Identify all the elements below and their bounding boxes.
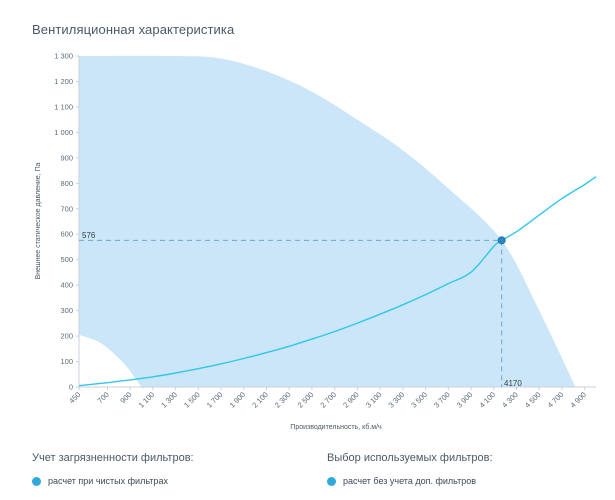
x-tick-label: 4 100	[478, 390, 498, 410]
x-tick-label: 3 100	[364, 390, 384, 410]
y-tick-label: 400	[60, 281, 73, 290]
x-tick-label: 1 500	[182, 390, 202, 410]
y-axis-title: Внешнее статическое давление, Па	[35, 162, 42, 279]
x-tick-label: 3 300	[387, 390, 407, 410]
y-tick-label: 1 300	[54, 52, 73, 61]
x-tick-label: 4 300	[500, 390, 520, 410]
y-tick-label: 500	[60, 255, 73, 264]
filters-selection-option[interactable]: расчет без учета доп. фильтров	[327, 476, 476, 486]
y-tick-label: 1 200	[54, 77, 73, 86]
filters-state-option[interactable]: расчет при чистых фильтрах	[32, 476, 168, 486]
x-axis-title: Производительность, кб.м/ч	[290, 423, 382, 431]
x-value-annotation: 4170	[504, 379, 522, 388]
x-tick-label: 2 700	[318, 390, 338, 410]
x-tick-label: 1 100	[137, 390, 157, 410]
x-tick-label: 3 700	[432, 390, 452, 410]
operating-area	[79, 55, 576, 389]
x-tick-label: 3 900	[455, 390, 475, 410]
network-curve	[78, 176, 597, 387]
x-tick-label: 450	[67, 390, 82, 405]
y-tick-label: 600	[60, 230, 73, 239]
filters-state-heading: Учет загрязненности фильтров:	[32, 452, 194, 464]
filters-state-dot-icon	[32, 476, 41, 486]
chart-title: Вентиляционная характеристика	[32, 22, 235, 37]
guide-lines	[79, 239, 503, 387]
x-tick-label: 900	[118, 390, 133, 405]
x-tick-label: 2 100	[250, 390, 270, 410]
x-tick-label: 2 900	[341, 390, 361, 410]
x-tick-label: 700	[96, 390, 111, 405]
x-tick-label: 4 700	[546, 390, 566, 410]
x-tick-label: 4 500	[523, 390, 543, 410]
filters-state-label: расчет при чистых фильтрах	[48, 476, 168, 486]
filters-selection-dot-icon	[327, 476, 336, 486]
filters-selection-label: расчет без учета доп. фильтров	[343, 476, 477, 486]
x-tick-label: 3 500	[409, 390, 429, 410]
point-layer	[497, 236, 506, 245]
y-tick-label: 1 100	[54, 102, 73, 111]
x-tick-label: 2 500	[296, 390, 316, 410]
x-tick-label: 1 300	[159, 390, 179, 410]
y-tick-label: 700	[60, 204, 73, 213]
operating-point-marker	[497, 236, 506, 245]
x-tick-label: 1 900	[228, 390, 248, 410]
x-tick-label: 2 300	[273, 390, 293, 410]
y-tick-label: 200	[60, 332, 73, 341]
x-tick-label: 1 700	[205, 390, 225, 410]
y-value-annotation: 576	[82, 231, 96, 240]
y-tick-label: 300	[60, 306, 73, 315]
y-tick-label: 1 000	[54, 128, 73, 137]
y-tick-label: 0	[69, 383, 73, 392]
y-tick-label: 800	[60, 179, 73, 188]
operating-area-layer	[79, 55, 576, 389]
series-layer	[78, 176, 597, 387]
y-tick-label: 900	[60, 153, 73, 162]
y-tick-label: 100	[60, 357, 73, 366]
filters-selection-heading: Выбор используемых фильтров:	[327, 452, 493, 464]
x-tick-label: 4 900	[568, 390, 588, 410]
